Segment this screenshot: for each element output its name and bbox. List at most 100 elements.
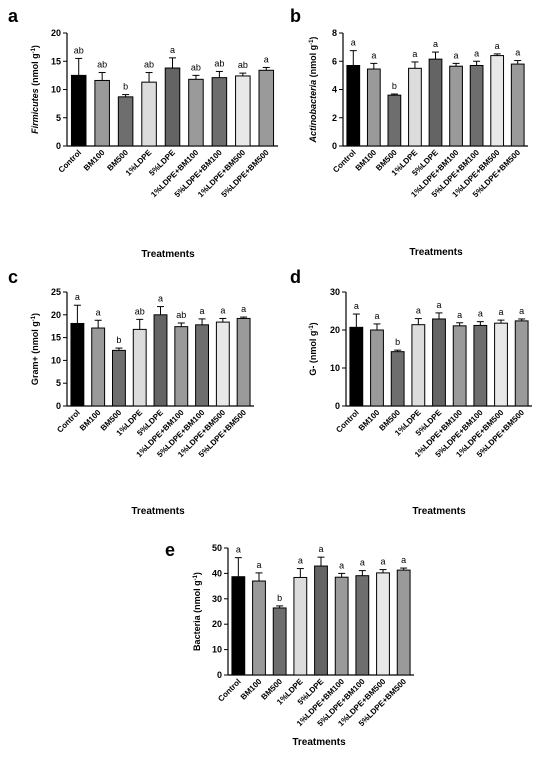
panel-a-bar	[258, 69, 275, 147]
panel-e-significance-letter: a	[236, 545, 241, 555]
panel-c-bar	[112, 349, 126, 407]
panel-d-y-tick-label: 10	[330, 363, 340, 373]
panel-b-bar	[490, 55, 505, 147]
panel-e-bar	[396, 569, 411, 676]
panel-d-category-label: Control	[334, 408, 360, 434]
panel-e-significance-letter: b	[277, 593, 282, 603]
panel-a-bar	[117, 96, 134, 147]
panel-c-y-tick-label: 10	[51, 355, 61, 365]
panel-d-y-tick-label: 20	[330, 325, 340, 335]
panel-d-bar	[370, 329, 384, 407]
panel-a-significance-letter: ab	[97, 60, 107, 70]
panel-b-x-axis-label: Treatments	[409, 247, 463, 258]
panel-c-y-axis-label: Gram+ (nmol g-1)	[30, 313, 40, 385]
panel-c-significance-letter: ab	[176, 310, 186, 320]
panel-c-y-tick-label: 25	[51, 287, 61, 297]
panel-b-y-tick-label: 0	[332, 141, 337, 151]
panel-e-bar	[293, 576, 308, 676]
panel-a-significance-letter: ab	[238, 60, 248, 70]
panel-e-bar	[334, 576, 349, 676]
panel-b-y-tick-label: 8	[332, 28, 337, 38]
panel-c-y-tick-label: 5	[56, 378, 61, 388]
panel-a-bar	[235, 75, 251, 147]
panel-d-y-tick-label: 30	[330, 287, 340, 297]
panel-b-significance-letter: a	[412, 49, 417, 59]
panel-a-bar	[211, 77, 228, 147]
panel-a-significance-letter: ab	[191, 62, 201, 72]
panel-a-significance-letter: a	[264, 54, 269, 64]
panel-e-category-label: BM100	[239, 677, 264, 702]
panel-e-bar	[252, 580, 266, 676]
panel-a-significance-letter: ab	[144, 60, 154, 70]
panel-c-significance-letter: a	[200, 306, 205, 316]
panel-b-bar	[346, 64, 361, 147]
panel-c-bar	[195, 324, 209, 407]
panel-c-significance-letter: a	[75, 292, 80, 302]
panel-d-y-tick-label: 0	[335, 401, 340, 411]
panel-c-y-tick-label: 15	[51, 333, 61, 343]
panel-b-y-axis-label: Actinobacteria (nmol g-1)	[308, 37, 318, 144]
panel-a-category-label: BM100	[82, 148, 107, 173]
panel-c-significance-letter: a	[158, 294, 163, 304]
panel-a-significance-letter: a	[170, 45, 175, 55]
panel-b-significance-letter: a	[515, 48, 520, 58]
panel-c-bar	[91, 327, 106, 407]
panel-d-significance-letter: a	[478, 309, 483, 319]
panel-a-significance-letter: ab	[74, 45, 84, 55]
panel-e-significance-letter: a	[318, 544, 323, 554]
panel-e-significance-letter: a	[401, 555, 406, 565]
panel-d-chart: d0102030aControlaBM100bBM500a1%LDPEa5%LD…	[290, 267, 532, 517]
panel-d-significance-letter: b	[395, 337, 400, 347]
panel-b-chart: b02468aControlaBM100bBM500a1%LDPEa5%LDPE…	[290, 6, 528, 258]
panel-b-y-tick-label: 2	[332, 113, 337, 123]
panel-a-y-axis-label: Firmicutes (nmol g-1)	[30, 45, 40, 134]
panel-b-significance-letter: a	[433, 39, 438, 49]
panel-c-chart: c0510152025aControlaBM100bBM500ab1%LDPEa…	[8, 267, 254, 517]
panel-b-significance-letter: a	[495, 41, 500, 51]
panel-a-letter: a	[8, 6, 19, 26]
panel-e-x-axis-label: Treatments	[292, 737, 346, 748]
panel-a-significance-letter: b	[123, 82, 128, 92]
panel-e-letter: e	[165, 540, 175, 560]
panel-d-bar	[473, 324, 488, 407]
panel-b-bar	[366, 68, 381, 147]
panel-a-category-label: Control	[57, 148, 83, 174]
panel-e-y-tick-label: 40	[212, 568, 222, 578]
panel-d-y-axis-label: G- (nmol g-1)	[308, 322, 318, 375]
panel-b-bar	[428, 58, 443, 147]
panel-d-significance-letter: a	[519, 306, 524, 316]
panel-a-significance-letter: ab	[214, 58, 224, 68]
panel-d-bar	[349, 326, 364, 407]
panel-e-bar	[272, 607, 287, 676]
panel-a-bar	[188, 78, 204, 147]
panel-b-significance-letter: a	[371, 50, 376, 60]
panel-e-significance-letter: a	[380, 557, 385, 567]
panel-b-bar	[408, 67, 422, 147]
panel-d-x-axis-label: Treatments	[412, 506, 466, 517]
panel-a-chart: a05101520abControlabBM100bBM500ab1%LDPEa…	[8, 6, 278, 260]
panel-c-y-tick-label: 20	[51, 310, 61, 320]
panel-c-significance-letter: a	[220, 305, 225, 315]
panel-e-significance-letter: a	[360, 558, 365, 568]
panel-c-bar	[70, 322, 85, 407]
panel-b-significance-letter: b	[392, 81, 397, 91]
panel-b-y-tick-label: 6	[332, 56, 337, 66]
panel-d-significance-letter: a	[498, 307, 503, 317]
panel-d-significance-letter: a	[416, 306, 421, 316]
panel-d-bar	[390, 351, 405, 407]
panel-d-bar	[432, 318, 446, 407]
panel-b-category-label: BM100	[354, 148, 379, 173]
panel-e-y-axis-label: Bacteria (nmol g-1)	[192, 572, 202, 651]
panel-e-bar	[314, 565, 328, 676]
panel-c-category-label: BM100	[78, 408, 103, 433]
panel-e-bar	[231, 576, 246, 676]
panel-e-bar	[355, 575, 370, 676]
panel-b-y-tick-label: 4	[332, 85, 337, 95]
panel-d-bar	[494, 322, 508, 407]
panel-c-bar	[236, 317, 251, 407]
panel-d-bar	[514, 320, 529, 407]
panel-b-significance-letter: a	[474, 48, 479, 58]
panel-a-bar	[70, 74, 87, 147]
panel-e-significance-letter: a	[339, 560, 344, 570]
